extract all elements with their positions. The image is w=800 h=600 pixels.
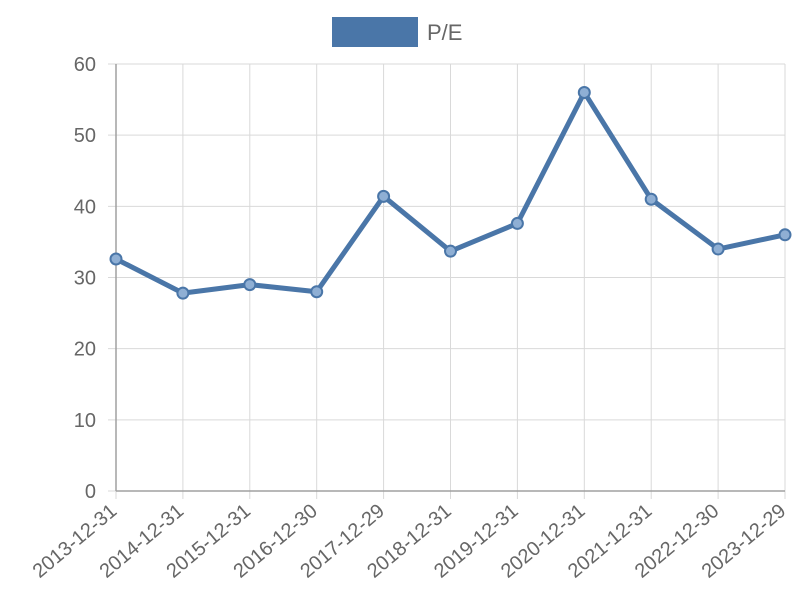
y-tick-label: 30 (74, 268, 96, 290)
series-group (109, 85, 792, 300)
data-point[interactable] (577, 85, 591, 99)
legend-label-pe: P/E (427, 20, 462, 45)
data-point[interactable] (176, 286, 190, 300)
y-tick-label: 60 (74, 54, 96, 76)
data-point[interactable] (778, 228, 792, 242)
data-point[interactable] (510, 216, 524, 230)
data-point[interactable] (377, 189, 391, 203)
legend[interactable]: P/E (332, 17, 462, 47)
x-axis-ticks: 2013-12-312014-12-312015-12-312016-12-30… (29, 500, 791, 583)
axes (115, 64, 785, 492)
grid (108, 63, 786, 499)
y-axis-ticks: 0 10 20 30 40 50 60 (74, 54, 96, 503)
y-tick-label: 50 (74, 125, 96, 147)
data-point[interactable] (243, 278, 257, 292)
data-point[interactable] (711, 242, 725, 256)
data-point[interactable] (310, 285, 324, 299)
data-point[interactable] (109, 252, 123, 266)
y-tick-label: 10 (74, 410, 96, 432)
y-tick-label: 40 (74, 196, 96, 218)
legend-swatch-pe (332, 17, 418, 47)
y-tick-label: 20 (74, 339, 96, 361)
y-tick-label: 0 (85, 481, 96, 503)
data-point[interactable] (644, 192, 658, 206)
data-point[interactable] (444, 244, 457, 258)
